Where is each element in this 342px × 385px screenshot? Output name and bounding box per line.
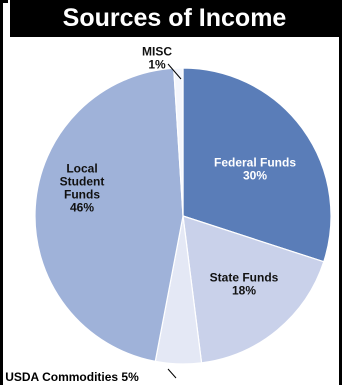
pie-slices (34, 67, 332, 365)
pie-slice-misc (173, 67, 184, 217)
pie-slice-state-funds (182, 215, 325, 364)
pie-slice-federal-funds (182, 67, 332, 263)
leader-lines (167, 63, 182, 379)
slice-labels: Federal Funds 30% State Funds 18% USDA Commo… (5, 45, 296, 385)
leader-line-usda-commodities (167, 368, 177, 379)
data-label-misc: MISC 1% (142, 45, 172, 72)
pie-slice-local-student-funds (34, 67, 184, 363)
data-label-usda-commodities: USDA Commodities 5% (5, 370, 139, 384)
leader-line-misc (167, 63, 182, 80)
data-label-local-student-funds: Local Student Funds 46% (60, 162, 105, 215)
left-border-rule (0, 0, 3, 385)
data-label-federal-funds: Federal Funds 30% (214, 156, 296, 183)
data-label-state-funds: State Funds 18% (210, 271, 279, 298)
chart-title: Sources of Income (62, 4, 287, 32)
title-bar: Sources of Income (10, 0, 339, 37)
top-border-rule (0, 0, 8, 3)
